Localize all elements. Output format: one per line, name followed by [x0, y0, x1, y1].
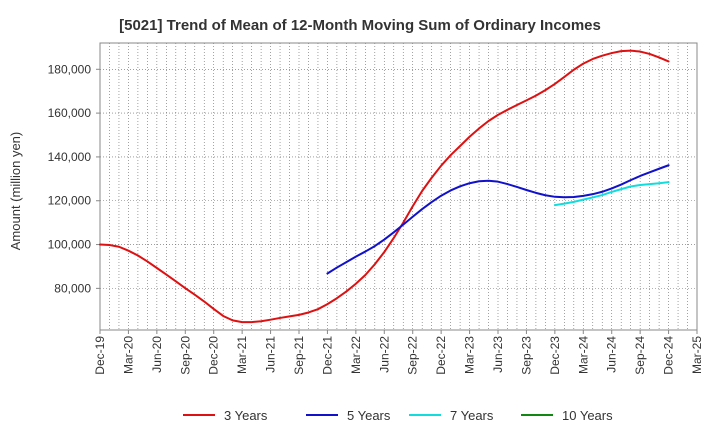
x-tick-label: Mar-23	[463, 336, 477, 374]
x-tick-label: Jun-23	[491, 336, 505, 373]
x-tick-label: Mar-22	[349, 336, 363, 374]
x-tick-label: Jun-21	[264, 336, 278, 373]
legend-label-7-years: 7 Years	[450, 408, 494, 423]
x-tick-label: Dec-24	[662, 336, 676, 375]
x-tick-label: Sep-22	[406, 336, 420, 375]
x-tick-label: Mar-21	[235, 336, 249, 374]
plot-area: 80,000 100,000 120,000 140,000 160,000 180,00…	[48, 42, 704, 375]
y-axis-title: Amount (million yen)	[8, 132, 23, 251]
series-line-3-years	[99, 49, 670, 324]
x-tick-label: Dec-20	[207, 336, 221, 375]
x-tick-label: Jun-20	[150, 336, 164, 373]
legend-label-10-years: 10 Years	[562, 408, 613, 423]
x-tick-label: Mar-20	[121, 336, 135, 374]
x-tick-label: Mar-25	[690, 336, 704, 374]
series-line-7-years	[553, 181, 670, 207]
plot-border	[99, 42, 698, 331]
plot-background	[100, 43, 697, 330]
y-tick-label: 100,000	[48, 238, 92, 252]
legend-label-3-years: 3 Years	[224, 408, 268, 423]
x-tick-label: Sep-20	[178, 336, 192, 375]
legend-label-5-years: 5 Years	[347, 408, 391, 423]
x-tick-label: Dec-22	[434, 336, 448, 375]
chart-title: [5021] Trend of Mean of 12-Month Moving …	[119, 17, 601, 34]
x-tick-label: Dec-23	[548, 336, 562, 375]
x-tick-label: Sep-21	[292, 336, 306, 375]
y-tick-label: 140,000	[48, 150, 92, 164]
x-tick-label: Sep-23	[519, 336, 533, 375]
x-tick-label: Dec-21	[320, 336, 334, 375]
y-tick-label: 80,000	[54, 281, 91, 295]
y-tick-label: 160,000	[48, 106, 92, 120]
y-tick-label: 180,000	[48, 62, 92, 76]
x-tick-label: Mar-24	[576, 336, 590, 374]
y-tick-label: 120,000	[48, 194, 92, 208]
x-tick-label: Dec-19	[93, 336, 107, 375]
x-tick-label: Jun-24	[605, 336, 619, 373]
x-tick-label: Sep-24	[633, 336, 647, 375]
x-tick-label: Jun-22	[377, 336, 391, 373]
series-line-5-years	[326, 164, 670, 275]
legend: 3 Years 5 Years 7 Years 10 Years	[183, 408, 613, 423]
